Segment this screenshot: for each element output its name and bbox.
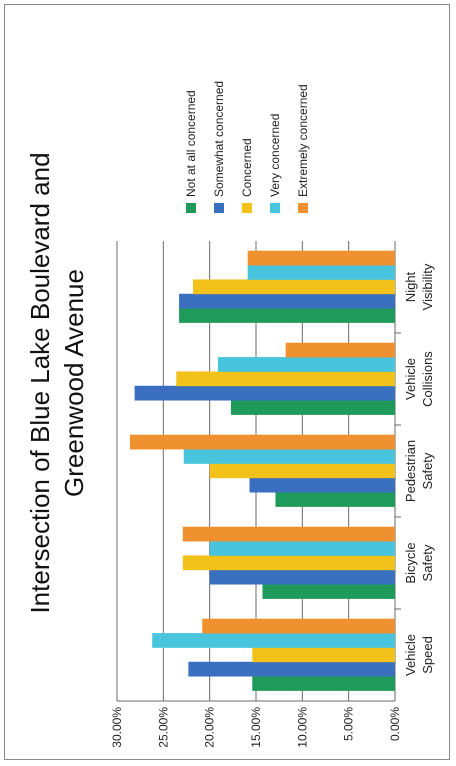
category-label: Night (403, 271, 418, 302)
chart-title-line-1: Intersection of Blue Lake Boulevard and (25, 152, 55, 613)
bar (249, 477, 395, 493)
bar (275, 492, 395, 507)
chart-title-line-2: Greenwood Avenue (59, 269, 89, 497)
category-label: Pedestrian (403, 440, 418, 502)
bar (183, 449, 395, 464)
legend-label: Not at all concerned (184, 90, 198, 197)
category-label: Safety (420, 452, 435, 489)
category-label: Bicycle (403, 542, 418, 583)
value-tick-label: 25.00% (156, 707, 170, 748)
category-label: Speed (420, 636, 435, 674)
bar (252, 676, 395, 691)
plot-area: 0.00% 5.00% 10.00% 15.00% 20.00% 25.00% 30.00%… (110, 241, 435, 748)
legend-label: Somewhat concerned (212, 81, 226, 197)
legend-swatch (214, 203, 224, 213)
bar (247, 265, 395, 280)
legend: Not at all concerned Somewhat concerned Co… (184, 81, 310, 213)
category-label: Vehicle (403, 634, 418, 676)
bar (188, 661, 395, 677)
legend-swatch (270, 203, 280, 213)
bar (230, 400, 395, 415)
bar (218, 357, 395, 372)
chart: Intersection of Blue Lake Boulevard and … (25, 81, 435, 748)
bar (129, 434, 396, 450)
bar (182, 555, 395, 571)
bar (182, 526, 395, 542)
legend-swatch (242, 203, 252, 213)
bar (247, 250, 395, 266)
category-label: Vehicle (403, 358, 418, 400)
bar (134, 385, 396, 401)
bar (152, 633, 395, 648)
legend-label: Very concerned (268, 114, 282, 197)
bar (192, 279, 395, 295)
chart-frame: Intersection of Blue Lake Boulevard and … (4, 4, 450, 760)
bar (179, 293, 395, 309)
value-tick-label: 10.00% (295, 707, 309, 748)
bar (285, 342, 395, 358)
legend-swatch (186, 203, 196, 213)
bar (176, 371, 395, 387)
value-tick-label: 0.00% (388, 707, 402, 741)
value-tick-label: 20.00% (203, 707, 217, 748)
bar (209, 569, 395, 585)
value-tick-label: 30.00% (110, 707, 124, 748)
bar (209, 541, 395, 556)
category-label: Visibility (420, 263, 435, 310)
chart-rotated-group: Intersection of Blue Lake Boulevard and … (25, 81, 435, 748)
legend-swatch (298, 203, 308, 213)
bar (252, 647, 395, 663)
category-label: Collisions (420, 351, 435, 407)
bar (179, 308, 395, 323)
bar (202, 618, 395, 634)
legend-label: Concerned (240, 138, 254, 197)
bar (209, 463, 395, 479)
category-label: Safety (420, 544, 435, 581)
value-tick-label: 15.00% (249, 707, 263, 748)
bar (262, 584, 395, 599)
legend-label: Extremely concerned (296, 84, 310, 197)
value-tick-label: 5.00% (342, 707, 356, 741)
